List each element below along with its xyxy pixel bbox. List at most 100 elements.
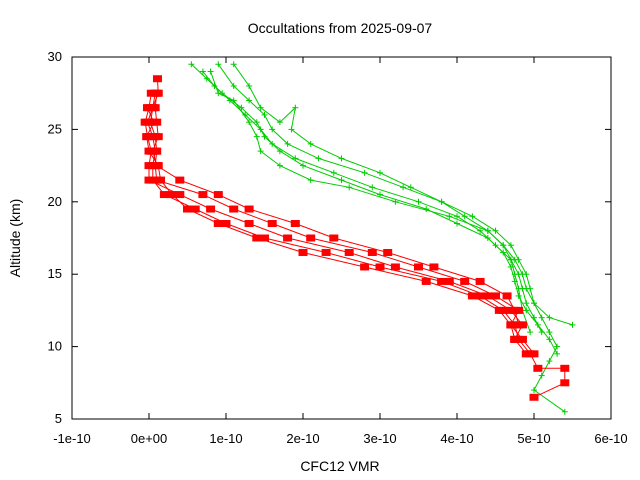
data-point-plus: [246, 82, 253, 89]
data-point-plus: [531, 387, 537, 394]
data-point-square: [360, 263, 370, 271]
data-point-square: [290, 220, 300, 228]
chart-title: Occultations from 2025-09-07: [248, 20, 433, 36]
data-point-plus: [215, 90, 222, 97]
data-point-plus: [546, 314, 553, 321]
data-point-square: [510, 306, 520, 314]
data-point-plus: [338, 155, 345, 162]
data-point-square: [521, 350, 531, 358]
data-point-square: [506, 321, 516, 329]
data-point-plus: [507, 242, 514, 249]
data-point-square: [560, 379, 570, 387]
x-tick-label: 0e+00: [131, 431, 168, 446]
y-tick-label: 5: [55, 411, 62, 426]
x-tick-label: 4e-10: [440, 431, 473, 446]
data-point-plus: [261, 111, 268, 118]
data-point-square: [502, 292, 512, 300]
axis-ticks: -1e-10 0e+00 1e-10 2e-10 3e-10 4e-10 5e-10 6e-1…: [48, 49, 628, 446]
data-point-plus: [500, 242, 507, 249]
red-profile-3: [142, 104, 520, 343]
data-point-plus: [527, 329, 534, 336]
data-point-plus: [531, 314, 537, 321]
data-point-plus: [253, 133, 260, 140]
data-point-plus: [507, 256, 514, 263]
red-profile-4: [148, 89, 524, 329]
data-point-square: [142, 133, 152, 141]
data-point-square: [298, 248, 308, 256]
data-point-plus: [531, 300, 537, 307]
plot-frame: [71, 56, 612, 420]
data-point-square: [142, 104, 152, 112]
data-point-square: [252, 234, 262, 242]
data-point-plus: [546, 329, 553, 336]
x-tick-label: 3e-10: [363, 431, 396, 446]
data-point-plus: [523, 300, 530, 307]
data-point-plus: [523, 285, 530, 292]
data-point-square: [140, 118, 150, 126]
x-tick-label: -1e-10: [53, 431, 91, 446]
data-point-plus: [446, 213, 453, 220]
data-point-plus: [546, 358, 553, 365]
data-point-plus: [407, 184, 414, 191]
data-point-square: [152, 89, 162, 97]
green-profile-8: [230, 61, 576, 328]
data-point-plus: [515, 292, 522, 299]
data-point-square: [144, 176, 154, 184]
data-point-square: [483, 292, 493, 300]
data-point-square: [421, 277, 431, 285]
data-point-plus: [400, 184, 407, 191]
data-point-square: [383, 248, 393, 256]
data-point-plus: [230, 97, 237, 104]
y-tick-label: 10: [48, 339, 62, 354]
data-point-plus: [257, 104, 264, 111]
data-point-square: [260, 234, 269, 242]
data-point-square: [229, 205, 239, 213]
data-point-square: [198, 191, 208, 199]
y-tick-label: 30: [48, 49, 62, 64]
data-point-plus: [288, 126, 295, 133]
y-tick-label: 15: [48, 266, 62, 281]
data-point-square: [152, 162, 162, 170]
data-point-square: [156, 176, 166, 184]
data-point-plus: [276, 162, 283, 169]
data-point-plus: [454, 220, 460, 227]
data-point-square: [467, 292, 477, 300]
data-point-plus: [392, 198, 399, 205]
data-point-square: [429, 263, 439, 271]
green-profile-9: [207, 68, 534, 336]
data-point-square: [514, 321, 524, 329]
data-point-square: [344, 248, 354, 256]
x-tick-label: 5e-10: [517, 431, 550, 446]
data-point-plus: [300, 162, 306, 169]
series-line: [210, 71, 531, 333]
data-point-plus: [211, 82, 218, 89]
data-point-plus: [269, 126, 276, 133]
data-point-plus: [538, 372, 545, 379]
x-tick-label: 6e-10: [594, 431, 627, 446]
data-point-plus: [307, 177, 314, 184]
red-profile-2: [146, 89, 539, 358]
data-point-plus: [377, 169, 383, 176]
y-axis-title: Altitude (km): [7, 199, 23, 278]
data-point-plus: [346, 184, 353, 191]
data-point-plus: [477, 227, 484, 234]
data-point-plus: [207, 68, 214, 75]
data-point-plus: [515, 285, 522, 292]
data-point-square: [390, 263, 400, 271]
data-point-square: [491, 292, 500, 300]
data-point-square: [148, 147, 158, 155]
data-point-plus: [469, 213, 476, 220]
data-point-plus: [292, 155, 299, 162]
data-point-square: [175, 176, 185, 184]
data-point-plus: [415, 198, 422, 205]
data-point-plus: [538, 329, 545, 336]
green-profile-5: [215, 61, 568, 415]
data-point-plus: [484, 227, 491, 234]
data-point-plus: [546, 336, 553, 343]
data-point-square: [321, 248, 331, 256]
data-point-square: [267, 220, 277, 228]
data-point-plus: [519, 271, 526, 278]
data-point-plus: [276, 119, 283, 126]
data-point-plus: [461, 213, 468, 220]
